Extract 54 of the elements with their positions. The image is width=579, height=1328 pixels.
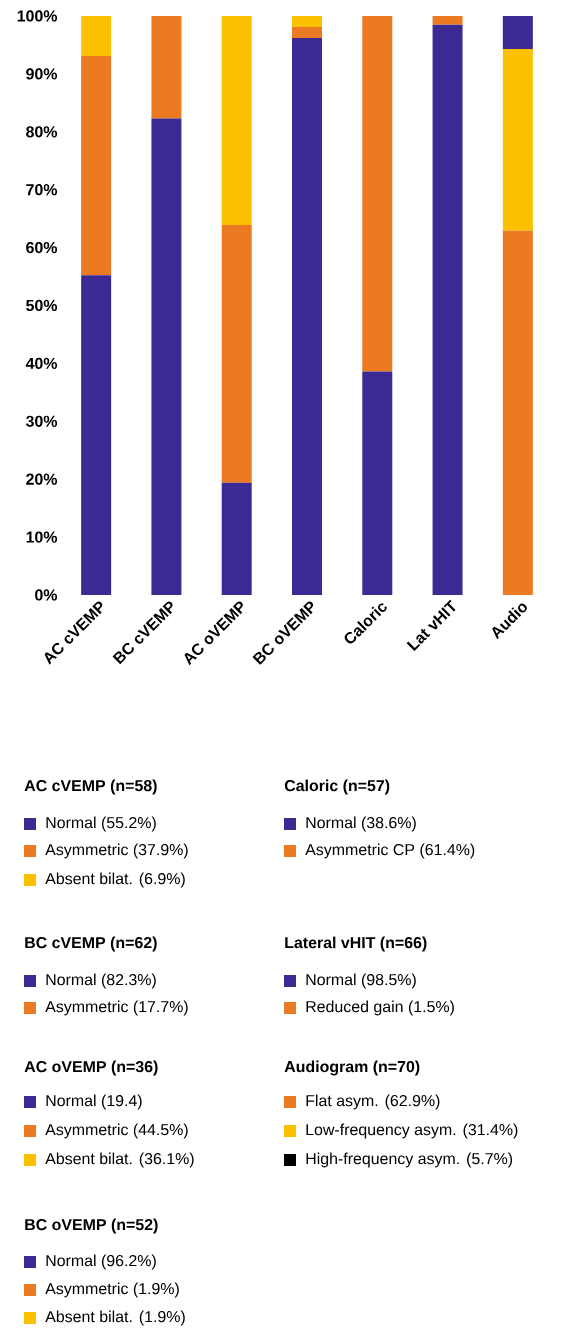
y-tick-label: 100% (17, 10, 58, 22)
bar (151, 118, 182, 595)
text: Low-frequency asym. (31.4%) (306, 1123, 518, 1139)
text: Asymmetric (37.9%) (45, 843, 188, 859)
bar (81, 15, 112, 56)
text: BC cVEMP (n=62) (25, 936, 157, 952)
text: Reduced gain (1.5%) (306, 1000, 454, 1016)
y-tick-label: 80% (26, 126, 58, 138)
text: Absent bilat. (6.9%) (45, 872, 185, 888)
text: Normal (98.5%) (306, 973, 416, 989)
y-tick-label: 20% (26, 473, 58, 485)
bar (221, 225, 252, 483)
text: High-frequency asym. (5.7%) (306, 1152, 513, 1168)
bar (151, 15, 182, 119)
bar (502, 48, 533, 231)
bar (362, 15, 393, 372)
text: Flat asym. (62.9%) (306, 1094, 440, 1110)
y-tick-label: 50% (26, 299, 58, 312)
y-tick-label: 0% (35, 589, 58, 601)
text: Normal (38.6%) (306, 816, 416, 832)
text: Normal (82.3%) (46, 973, 156, 989)
text: Lateral vHIT (n=66) (285, 936, 427, 952)
text: Absent bilat. (36.1%) (45, 1152, 194, 1168)
text: Absent bilat. (1.9%) (45, 1310, 185, 1326)
text: Caloric (n=57) (284, 779, 390, 795)
y-tick-label: 30% (25, 415, 58, 427)
text: Normal (19.4) (46, 1094, 142, 1110)
text: Normal (96.2%) (46, 1254, 156, 1270)
y-tick-label: 10% (26, 531, 58, 543)
text: Asymmetric (17.7%) (45, 1000, 188, 1016)
y-tick-label: 70% (26, 184, 58, 196)
text: AC oVEMP (n=36) (24, 1060, 158, 1076)
bar (292, 37, 322, 595)
text: Asymmetric CP (61.4%) (305, 843, 475, 859)
bar (221, 15, 252, 225)
text: Asymmetric (44.5%) (45, 1123, 188, 1139)
bar (81, 275, 112, 595)
text: BC oVEMP (n=52) (25, 1218, 158, 1234)
text: Asymmetric (1.9%) (45, 1282, 179, 1298)
bar (221, 482, 252, 595)
y-tick-label: 40% (25, 357, 58, 370)
bar (432, 15, 463, 25)
bar (292, 15, 322, 27)
bar (502, 15, 533, 49)
y-tick-label: 90% (26, 68, 58, 80)
bar (81, 55, 112, 276)
text: Audiogram (n=70) (284, 1060, 420, 1076)
y-tick-label: 60% (26, 241, 58, 254)
text: Normal (55.2%) (46, 816, 156, 832)
bar (432, 24, 463, 595)
text: AC cVEMP (n=58) (24, 779, 157, 795)
bar (292, 26, 322, 38)
bar (362, 371, 393, 595)
bar (502, 230, 533, 595)
